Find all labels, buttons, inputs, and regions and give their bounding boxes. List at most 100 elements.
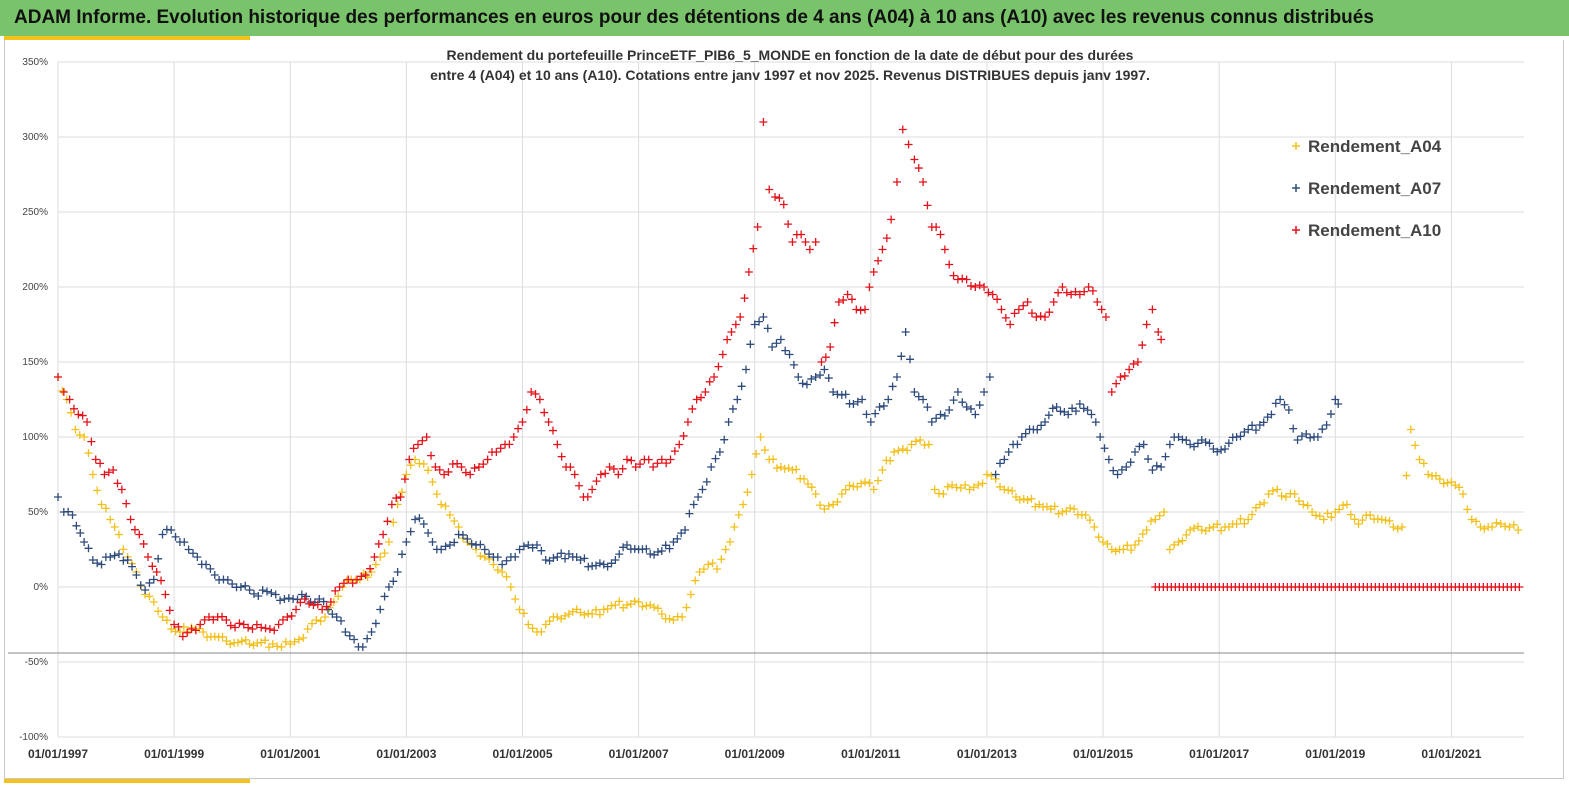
data-point-rendement-a07 [1033,425,1042,434]
data-point-rendement-a07 [1334,400,1343,408]
data-point-rendement-a10 [705,377,714,386]
data-point-rendement-a10 [379,530,388,539]
data-point-rendement-a04 [630,597,639,606]
data-point-rendement-a04 [1463,505,1472,514]
data-point-rendement-a07 [180,538,189,547]
data-point-rendement-a10 [65,395,74,404]
data-point-rendement-a10 [1080,287,1089,296]
data-point-rendement-a04 [1290,490,1299,498]
data-point-rendement-a04 [432,490,441,499]
data-point-rendement-a04 [982,470,991,479]
data-point-rendement-a07 [1048,404,1057,413]
data-point-rendement-a10 [1027,309,1036,318]
data-point-rendement-a07 [807,374,816,383]
data-point-rendement-a07 [450,538,459,547]
data-point-rendement-a10 [679,431,688,440]
y-tick-label: 300% [22,132,48,143]
data-point-rendement-a04 [1213,520,1222,529]
data-point-rendement-a07 [576,556,585,564]
data-point-rendement-a10 [413,440,422,449]
data-point-rendement-a07 [1041,418,1050,426]
data-point-rendement-a07 [363,634,372,643]
legend-entry-rendement-a04: Rendement_A04 [1308,137,1442,156]
data-point-rendement-a07 [424,529,433,537]
data-point-rendement-a04 [145,592,154,601]
data-point-rendement-a07 [297,590,306,599]
data-point-rendement-a04 [726,537,735,546]
data-point-rendement-a10 [174,622,183,631]
data-point-rendement-a10 [1014,305,1023,314]
data-point-rendement-a10 [479,460,488,469]
data-point-rendement-a10 [1101,313,1110,321]
data-point-rendement-a04 [1127,546,1136,555]
data-point-rendement-a07 [1000,455,1009,464]
data-point-rendement-a10 [1097,305,1106,314]
data-point-rendement-a04 [218,632,227,641]
data-point-rendement-a04 [1070,505,1079,513]
data-point-rendement-a10 [683,418,692,426]
data-point-rendement-a04 [1476,523,1485,531]
data-point-rendement-a07 [750,320,759,329]
data-point-rendement-a04 [1339,501,1348,510]
data-point-rendement-a04 [1182,530,1191,539]
data-point-rendement-a07 [537,546,546,555]
data-point-rendement-a04 [1315,512,1324,521]
data-point-rendement-a04 [650,603,659,612]
data-point-rendement-a10 [405,455,414,464]
data-point-rendement-a07 [485,550,494,559]
data-point-rendement-a10 [353,575,362,584]
data-point-rendement-a07 [1313,433,1322,441]
data-point-rendement-a10 [759,118,768,126]
data-point-rendement-a04 [1027,494,1036,503]
data-point-rendement-a10 [74,410,83,419]
data-point-rendement-a10 [431,463,440,471]
data-point-rendement-a10 [811,238,820,246]
accent-bar-bottom [4,779,250,783]
data-point-rendement-a07 [241,581,250,590]
data-point-rendement-a10 [492,448,501,456]
data-point-rendement-a07 [445,541,454,549]
data-point-rendement-a10 [483,455,492,464]
data-point-rendement-a07 [685,509,694,518]
data-point-rendement-a07 [657,547,666,555]
data-point-rendement-a07 [202,560,211,569]
data-point-rendement-a04 [506,583,515,591]
data-point-rendement-a04 [1255,500,1264,509]
data-point-rendement-a10 [244,623,253,632]
data-point-rendement-a10 [196,620,205,629]
data-point-rendement-a10 [339,579,348,588]
data-point-rendement-a10 [618,464,627,473]
data-point-rendement-a07 [906,355,915,364]
x-tick-label: 01/01/2005 [492,747,552,761]
data-point-rendement-a04 [824,501,833,510]
data-point-rendement-a10 [953,275,962,284]
data-point-rendement-a04 [916,436,925,444]
data-point-rendement-a07 [480,545,489,554]
data-point-rendement-a04 [682,603,691,612]
data-point-rendement-a10 [771,193,780,201]
data-point-rendement-a04 [1081,511,1090,519]
data-point-rendement-a07 [1083,406,1092,415]
data-point-rendement-a10 [200,615,209,624]
data-point-rendement-a07 [441,542,450,551]
data-point-rendement-a07 [1052,403,1061,411]
data-point-rendement-a07 [1280,400,1289,409]
data-point-rendement-a04 [511,595,520,604]
data-point-rendement-a04 [1086,516,1095,525]
data-point-rendement-a07 [1096,433,1105,441]
data-point-rendement-a07 [519,542,528,551]
data-point-rendement-a04 [1419,459,1428,468]
data-point-rendement-a10 [283,613,292,621]
legend-marker-rendement-a07 [1292,184,1300,192]
data-point-rendement-a04 [642,601,651,610]
data-point-rendement-a10 [797,230,806,239]
data-point-rendement-a04 [699,565,708,574]
data-point-rendement-a07 [80,538,89,546]
data-point-rendement-a07 [1248,421,1257,430]
data-point-rendement-a07 [622,541,631,549]
data-point-rendement-a04 [646,601,655,609]
data-point-rendement-a04 [691,576,700,585]
data-point-rendement-a10 [861,305,870,314]
y-tick-label: -100% [19,732,48,743]
data-point-rendement-a10 [1093,298,1102,306]
